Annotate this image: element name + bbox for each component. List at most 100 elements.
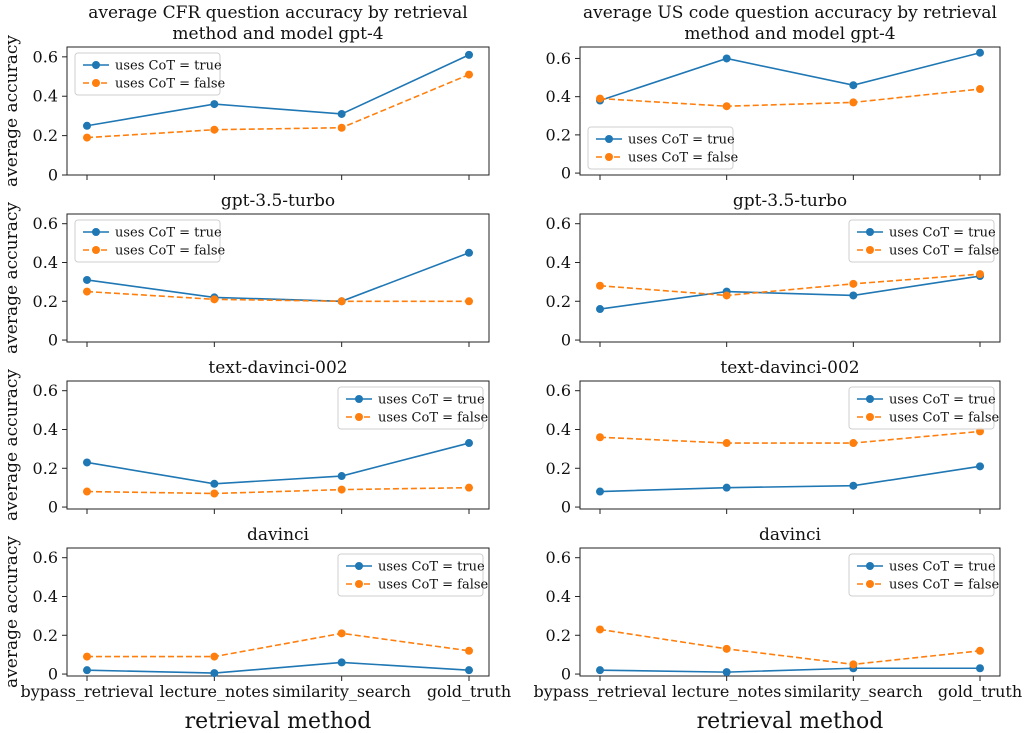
legend-label: uses CoT = true bbox=[115, 59, 222, 74]
series-line bbox=[86, 73, 470, 139]
series-1 bbox=[596, 664, 984, 677]
data-point bbox=[596, 281, 604, 290]
data-point bbox=[849, 81, 858, 90]
legend: uses CoT = true uses CoT = false bbox=[337, 553, 489, 597]
x-tick-label: similarity_search bbox=[272, 682, 411, 701]
legend-box bbox=[74, 52, 221, 96]
data-point bbox=[722, 54, 731, 63]
data-point bbox=[976, 646, 984, 655]
y-tick-label: 0 bbox=[561, 164, 571, 183]
data-point bbox=[722, 291, 731, 300]
data-point bbox=[337, 297, 346, 306]
series-line bbox=[599, 275, 981, 310]
series-2 bbox=[83, 483, 473, 498]
y-tick-label: 0.2 bbox=[33, 126, 58, 145]
y-tick-label: 0.6 bbox=[546, 381, 571, 400]
subplot-title: gpt-3.5-turbo bbox=[733, 191, 847, 211]
series-line bbox=[86, 290, 469, 303]
legend-box bbox=[848, 219, 995, 263]
data-point bbox=[83, 133, 91, 142]
legend-box bbox=[337, 386, 484, 430]
data-point bbox=[465, 297, 473, 306]
legend: uses CoT = true uses CoT = false bbox=[337, 386, 489, 430]
y-tick-label: 0 bbox=[48, 331, 58, 350]
legend-label: uses CoT = false bbox=[889, 578, 1000, 593]
subplot-title: average US code question accuracy by ret… bbox=[583, 3, 997, 23]
y-tick-label: 0.4 bbox=[546, 87, 571, 106]
legend-swatch-marker bbox=[92, 228, 100, 236]
data-point bbox=[722, 644, 731, 653]
legend: uses CoT = true uses CoT = false bbox=[74, 52, 226, 96]
data-point bbox=[722, 102, 731, 111]
y-tick-label: 0.2 bbox=[546, 459, 571, 478]
data-point bbox=[722, 483, 731, 492]
y-tick-label: 0.2 bbox=[33, 292, 58, 311]
series-1 bbox=[596, 462, 984, 496]
legend-label: uses CoT = false bbox=[889, 244, 1000, 259]
data-point bbox=[83, 275, 91, 284]
y-tick-label: 0.4 bbox=[546, 253, 571, 272]
series-line bbox=[86, 54, 470, 127]
y-tick-label: 0.4 bbox=[546, 420, 571, 439]
series-line bbox=[86, 442, 470, 485]
data-point bbox=[465, 439, 473, 448]
legend-label: uses CoT = true bbox=[378, 560, 485, 575]
series-1 bbox=[83, 658, 473, 678]
data-point bbox=[83, 121, 91, 130]
y-axis-label: average accuracy bbox=[2, 369, 22, 521]
subplot-1: 0 0.2 0.4 0.6 average CFR question accuracy … bbox=[2, 3, 490, 187]
y-tick-label: 0.6 bbox=[33, 47, 58, 66]
y-tick-label: 0.4 bbox=[33, 420, 58, 439]
data-point bbox=[596, 433, 604, 442]
legend-label: uses CoT = false bbox=[889, 411, 1000, 426]
series-1 bbox=[596, 272, 984, 314]
y-tick-label: 0.4 bbox=[33, 587, 58, 606]
legend-swatch-marker bbox=[92, 61, 100, 69]
subplot-title: davinci bbox=[759, 525, 822, 545]
y-axis-label: average accuracy bbox=[2, 536, 22, 688]
legend-swatch-marker bbox=[355, 413, 363, 421]
legend-label: uses CoT = false bbox=[115, 77, 226, 92]
data-point bbox=[210, 669, 219, 678]
subplot-title: text-davinci-002 bbox=[208, 358, 347, 378]
series-line bbox=[599, 667, 980, 673]
data-point bbox=[210, 479, 219, 488]
x-tick-label: lecture_notes bbox=[672, 682, 781, 701]
y-tick-label: 0.4 bbox=[546, 587, 571, 606]
subplot-3: 0 0.2 0.4 0.6 gpt-3.5-turbo average accuracy u… bbox=[2, 191, 490, 354]
y-tick-label: 0 bbox=[561, 498, 571, 517]
data-point bbox=[210, 489, 219, 498]
subplot-2: 0 0.2 0.4 0.6 average US code question accur… bbox=[546, 3, 1001, 183]
legend-box bbox=[337, 553, 484, 597]
subplot-title: average CFR question accuracy by retriev… bbox=[88, 3, 468, 23]
legend-label: uses CoT = true bbox=[378, 393, 485, 408]
y-tick-label: 0.6 bbox=[33, 548, 58, 567]
legend-label: uses CoT = false bbox=[378, 411, 489, 426]
data-point bbox=[337, 485, 346, 494]
legend-label: uses CoT = false bbox=[378, 578, 489, 593]
y-tick-label: 0.2 bbox=[33, 459, 58, 478]
legend-box bbox=[848, 386, 995, 430]
y-tick-label: 0.6 bbox=[546, 214, 571, 233]
data-point bbox=[465, 646, 473, 655]
series-line bbox=[86, 252, 470, 303]
y-tick-label: 0 bbox=[561, 331, 571, 350]
legend-swatch-marker bbox=[866, 246, 874, 254]
data-point bbox=[976, 48, 984, 57]
data-point bbox=[596, 305, 604, 314]
data-point bbox=[83, 458, 91, 467]
y-tick-label: 0.6 bbox=[33, 214, 58, 233]
y-tick-label: 0 bbox=[48, 665, 58, 684]
subplot-7: 0 0.2 0.4 0.6 bypass_retrieval lecture_notes s… bbox=[2, 525, 511, 733]
data-point bbox=[722, 439, 731, 448]
y-tick-label: 0 bbox=[48, 166, 58, 185]
series-line bbox=[86, 486, 470, 495]
data-point bbox=[976, 664, 984, 673]
legend-label: uses CoT = false bbox=[115, 244, 226, 259]
legend-swatch-marker bbox=[355, 395, 363, 403]
y-tick-label: 0 bbox=[48, 498, 58, 517]
data-point bbox=[83, 666, 91, 675]
series-line bbox=[599, 628, 981, 666]
